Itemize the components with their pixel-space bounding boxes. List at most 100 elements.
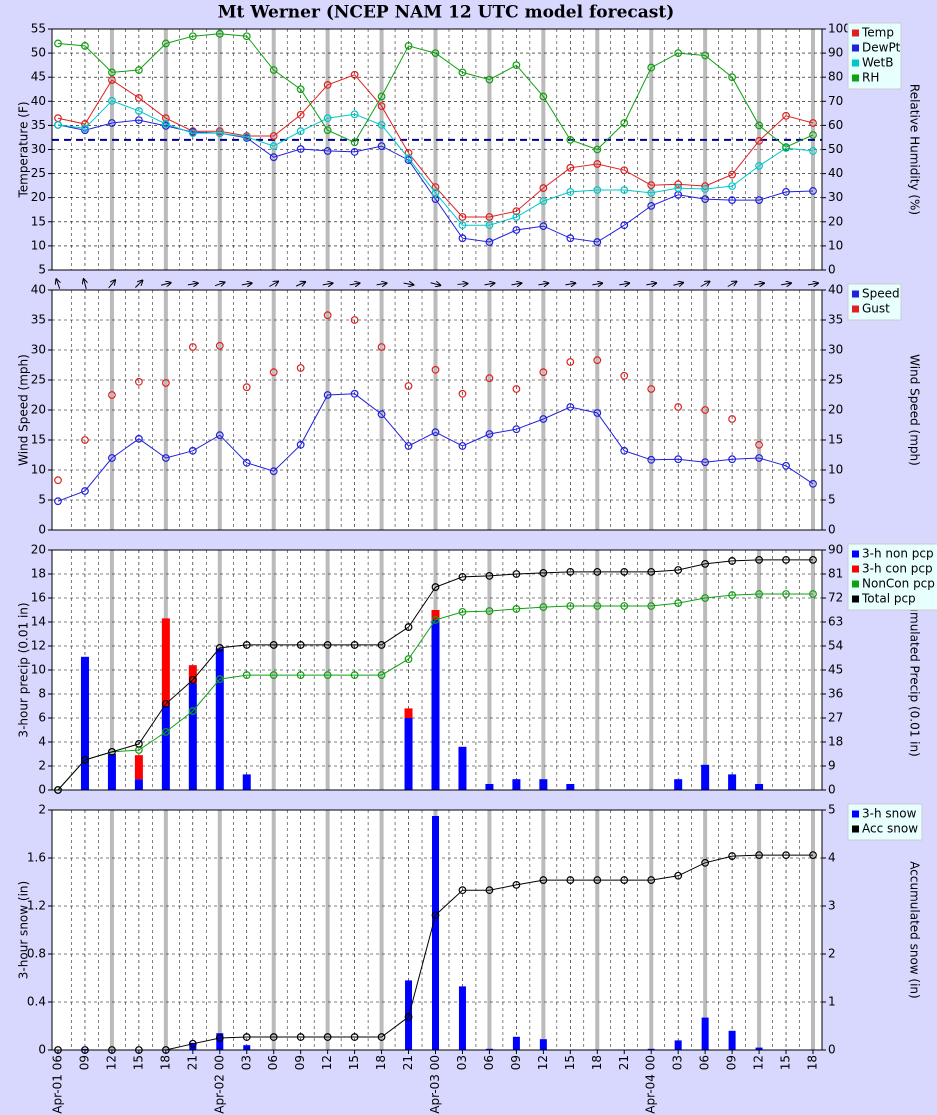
point	[431, 911, 440, 920]
point	[81, 487, 89, 495]
point	[188, 446, 197, 455]
y2-tick-label: 0	[828, 263, 836, 277]
bar	[188, 665, 197, 684]
point	[647, 567, 656, 576]
point	[269, 132, 278, 140]
wind-arrow	[214, 282, 224, 285]
x-tick-label: 12	[752, 1055, 766, 1070]
point	[161, 699, 170, 708]
y2-tick-label: 25	[828, 373, 843, 387]
y-axis-label: 3-hour snow (in)	[17, 881, 31, 979]
point	[485, 221, 494, 230]
x-tick-label: 03	[455, 1055, 469, 1070]
legend-label: 3-h non pcp	[862, 547, 934, 561]
point	[134, 434, 143, 443]
y-tick-label: 16	[31, 591, 46, 605]
point	[620, 371, 629, 380]
legend-swatch	[852, 565, 859, 573]
wind-arrow	[349, 283, 360, 285]
legend-label: DewPt	[862, 41, 901, 55]
point	[566, 234, 575, 243]
point	[377, 343, 386, 351]
point	[755, 121, 763, 130]
point	[215, 675, 224, 683]
point	[242, 641, 251, 649]
bar	[674, 779, 683, 790]
point	[755, 590, 763, 598]
y-tick-label: 2	[38, 803, 46, 817]
wind-arrow	[376, 283, 387, 285]
point	[404, 148, 413, 157]
y2-axis-label: Accumulated snow (in)	[908, 861, 922, 998]
point	[485, 430, 494, 438]
bar	[485, 1048, 493, 1050]
point	[485, 607, 494, 615]
wind-arrow	[646, 283, 656, 285]
point	[539, 222, 548, 231]
point	[134, 66, 143, 74]
point	[161, 727, 170, 736]
point	[54, 39, 62, 48]
y-tick-label: 50	[31, 46, 46, 60]
legend-box	[847, 283, 902, 321]
point	[620, 186, 629, 194]
legend-swatch	[852, 44, 859, 52]
point	[485, 374, 494, 383]
point	[323, 126, 332, 135]
x-tick-label: 06	[266, 1055, 280, 1070]
point	[539, 603, 548, 611]
point	[377, 410, 386, 419]
y-tick-label: 18	[31, 567, 46, 581]
point	[620, 446, 629, 455]
point	[512, 207, 521, 216]
point	[755, 454, 763, 462]
point	[593, 160, 602, 168]
point	[323, 311, 332, 320]
y-tick-label: 30	[31, 142, 46, 156]
point	[539, 92, 548, 101]
point	[782, 461, 790, 470]
y-tick-label: 25	[31, 373, 46, 387]
series-line	[57, 593, 813, 791]
series-line	[57, 100, 814, 226]
point	[431, 183, 440, 191]
y2-tick-label: 5	[828, 493, 836, 507]
point	[620, 876, 629, 884]
point	[188, 675, 197, 684]
point	[458, 213, 467, 221]
y2-tick-label: 40	[828, 283, 843, 297]
point	[755, 161, 763, 170]
y2-tick-label: 3	[828, 899, 836, 913]
y2-tick-label: 30	[828, 343, 843, 357]
point	[215, 431, 224, 440]
point	[269, 641, 278, 649]
y-tick-label: 5	[38, 493, 46, 507]
point	[242, 383, 251, 392]
point	[431, 428, 440, 437]
bar	[134, 755, 143, 780]
wind-arrow	[84, 279, 87, 289]
point	[269, 368, 278, 377]
y2-tick-label: 80	[828, 70, 843, 84]
point	[728, 591, 737, 599]
bar	[485, 784, 494, 790]
y2-tick-label: 18	[828, 735, 843, 749]
wind-arrow	[727, 282, 737, 287]
legend-label: Temp	[861, 26, 894, 40]
point	[782, 188, 790, 196]
point	[54, 497, 62, 506]
bar	[404, 718, 413, 790]
bar	[431, 610, 440, 620]
point	[647, 181, 656, 190]
wind-arrow	[457, 284, 467, 285]
wind-arrow	[619, 283, 629, 285]
point	[350, 316, 359, 324]
legend-label: Acc snow	[862, 822, 918, 836]
wind-arrow	[160, 283, 171, 286]
y-tick-label: 0	[38, 783, 46, 797]
y2-tick-label: 45	[828, 663, 843, 677]
y-tick-label: 55	[31, 22, 46, 36]
point	[620, 567, 629, 576]
point	[215, 129, 224, 138]
y2-tick-label: 20	[828, 403, 843, 417]
